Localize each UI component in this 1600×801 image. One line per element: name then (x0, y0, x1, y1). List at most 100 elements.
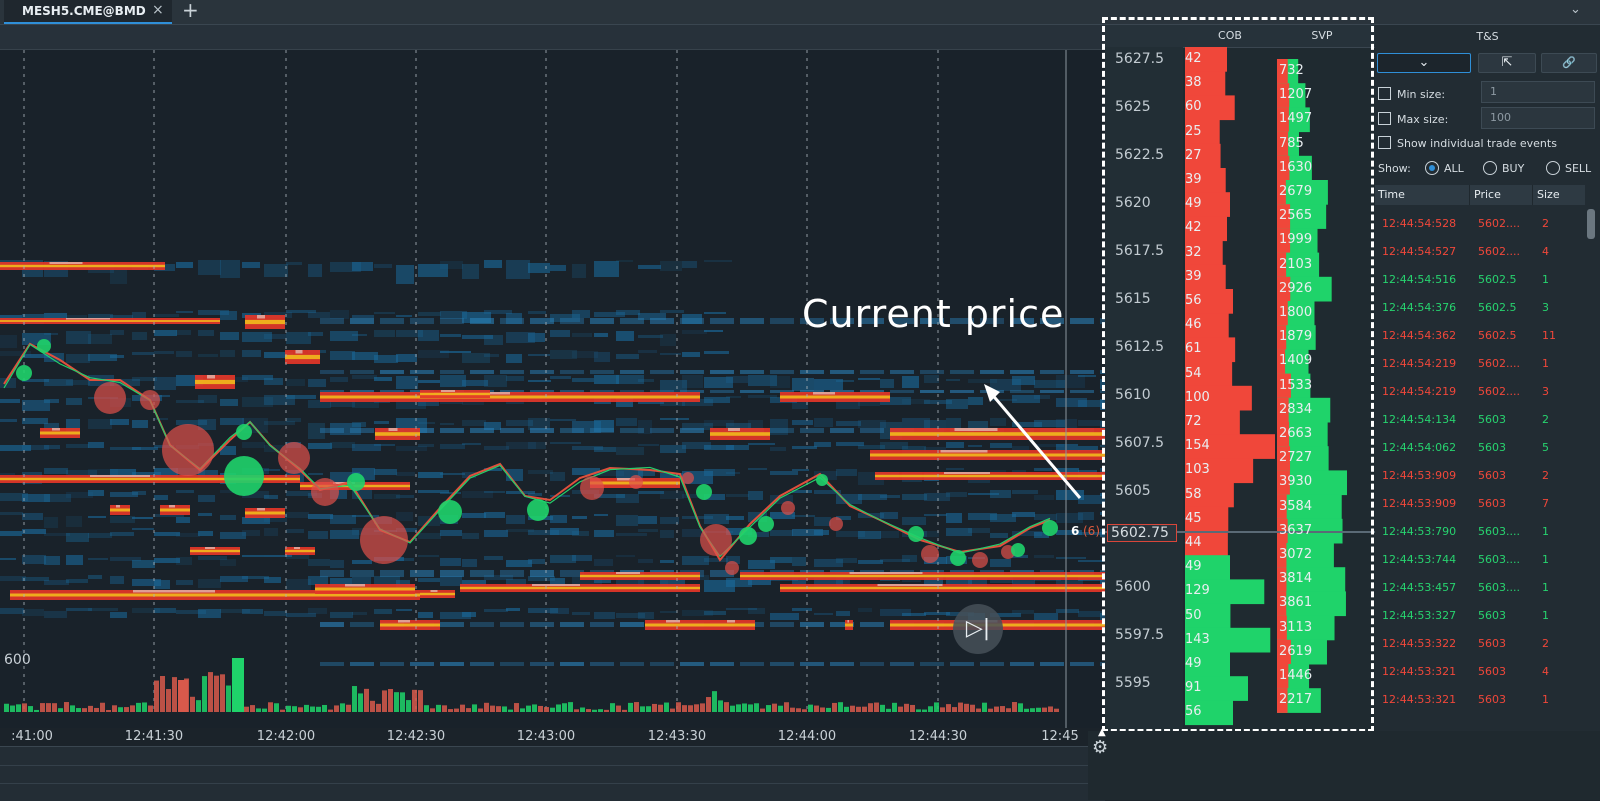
min-size-input[interactable]: 1 (1481, 81, 1595, 103)
svp-sell-bar (1277, 252, 1287, 278)
price-level-label[interactable]: 5597.5 (1115, 627, 1164, 643)
ts-row[interactable]: 12:44:53:909 5603 2 (1375, 461, 1585, 489)
col-time-header[interactable]: Time (1378, 188, 1405, 201)
x-tick-label: 12:43:30 (647, 729, 707, 744)
cob-bar (1185, 603, 1231, 629)
col-price-header[interactable]: Price (1474, 188, 1501, 201)
ts-row[interactable]: 12:44:54:134 5603 2 (1375, 405, 1585, 433)
cob-bar (1185, 240, 1223, 266)
price-level-label[interactable]: 5610 (1115, 387, 1151, 403)
add-tab-icon[interactable]: + (182, 0, 199, 22)
ts-row[interactable]: 12:44:53:744 5603.... 1 (1375, 545, 1585, 573)
ts-dropdown[interactable]: ⌄ (1377, 53, 1471, 73)
cob-header: COB (1218, 29, 1242, 42)
trade-bubble (278, 442, 310, 474)
ts-row[interactable]: 12:44:53:909 5603 7 (1375, 489, 1585, 517)
gear-icon[interactable]: ⚙ (1092, 737, 1109, 758)
x-tick-label: 12:42:30 (386, 729, 446, 744)
svp-value: 1533 (1279, 377, 1313, 393)
ts-row[interactable]: 12:44:53:322 5603 2 (1375, 629, 1585, 657)
ts-row[interactable]: 12:44:54:219 5602.... 3 (1375, 377, 1585, 405)
trade-bubble (696, 484, 712, 500)
lower-indicator-pane (0, 746, 1105, 801)
ts-cell-size: 1 (1542, 693, 1549, 706)
radio-sell[interactable] (1546, 161, 1560, 175)
cob-bar (1185, 434, 1275, 459)
svp-value: 1497 (1279, 111, 1313, 127)
cob-bar (1185, 700, 1233, 726)
trade-bubble (921, 545, 939, 563)
tab-label: MESH5.CME@BMD (22, 4, 146, 18)
price-column[interactable] (1105, 47, 1183, 731)
heatmap-chart[interactable] (0, 50, 1105, 728)
individual-trades-checkbox[interactable] (1378, 136, 1391, 149)
price-level-label[interactable]: 5625 (1115, 99, 1151, 115)
trade-bubble (816, 474, 828, 486)
cob-value: 49 (1185, 559, 1202, 575)
ts-cell-size: 3 (1542, 385, 1549, 398)
price-level-label[interactable]: 5617.5 (1115, 243, 1164, 259)
min-size-checkbox[interactable] (1378, 87, 1391, 100)
volume-scale-label: 600 (4, 652, 31, 668)
trade-bubble (725, 561, 739, 575)
radio-all[interactable] (1425, 161, 1439, 175)
export-icon: ⇱ (1501, 55, 1513, 70)
ts-row[interactable]: 12:44:54:062 5603 5 (1375, 433, 1585, 461)
svp-bar (1277, 494, 1342, 520)
price-level-label[interactable]: 5605 (1115, 483, 1151, 499)
price-level-label[interactable]: 5595 (1115, 675, 1151, 691)
ts-cell-price: 5603 (1478, 609, 1506, 622)
ts-row[interactable]: 12:44:54:376 5602.5 3 (1375, 293, 1585, 321)
price-level-label[interactable]: 5620 (1115, 195, 1151, 211)
trade-bubble (347, 473, 365, 491)
ts-row[interactable]: 12:44:53:321 5603 1 (1375, 685, 1585, 713)
svp-value: 2619 (1279, 643, 1313, 659)
ts-row[interactable]: 12:44:54:527 5602.... 4 (1375, 237, 1585, 265)
ts-cell-price: 5602.5 (1478, 273, 1517, 286)
ts-row[interactable]: 12:44:53:327 5603 1 (1375, 601, 1585, 629)
last-trade-size: 6 (1071, 524, 1080, 538)
cob-bar (1185, 216, 1227, 242)
svp-sell-bar (1277, 204, 1291, 229)
svp-sell-bar (1277, 301, 1288, 326)
ts-link-button[interactable]: 🔗 (1541, 53, 1597, 73)
price-level-label[interactable]: 5612.5 (1115, 339, 1164, 355)
ts-cell-time: 12:44:53:744 (1382, 553, 1457, 566)
ts-row[interactable]: 12:44:53:321 5603 4 (1375, 657, 1585, 685)
price-level-label[interactable]: 5627.5 (1115, 51, 1164, 67)
ts-row[interactable]: 12:44:54:219 5602.... 1 (1375, 349, 1585, 377)
tab-mesh5[interactable]: MESH5.CME@BMD × (4, 0, 172, 24)
trade-bubble (580, 476, 604, 500)
ladder-profiles (1185, 47, 1347, 726)
col-size-header[interactable]: Size (1537, 188, 1560, 201)
cob-value: 61 (1185, 341, 1202, 357)
radio-buy[interactable] (1483, 161, 1497, 175)
price-level-label[interactable]: 5615 (1115, 291, 1151, 307)
close-icon[interactable]: × (152, 2, 164, 18)
ts-cell-price: 5602.... (1478, 245, 1520, 258)
price-level-label[interactable]: 5607.5 (1115, 435, 1164, 451)
ts-export-button[interactable]: ⇱ (1478, 53, 1536, 73)
price-level-label[interactable]: 5600 (1115, 579, 1151, 595)
trade-bubble (224, 456, 264, 496)
cob-bar (1185, 458, 1254, 484)
ts-row[interactable]: 12:44:53:790 5603.... 1 (1375, 517, 1585, 545)
max-size-checkbox[interactable] (1378, 112, 1391, 125)
cob-value: 154 (1185, 438, 1210, 454)
ts-row[interactable]: 12:44:54:528 5602.... 2 (1375, 209, 1585, 237)
ts-cell-size: 1 (1542, 581, 1549, 594)
ts-cell-time: 12:44:54:134 (1382, 413, 1457, 426)
price-level-label[interactable]: 5622.5 (1115, 147, 1164, 163)
ts-row[interactable]: 12:44:54:362 5602.5 11 (1375, 321, 1585, 349)
ts-cell-price: 5602.5 (1478, 329, 1517, 342)
ts-cell-size: 11 (1542, 329, 1556, 342)
play-step-button[interactable]: ▷| (953, 604, 1003, 654)
chevron-down-icon[interactable]: ⌄ (1570, 2, 1581, 17)
ts-scrollbar[interactable] (1587, 209, 1595, 239)
ts-row[interactable]: 12:44:53:457 5603.... 1 (1375, 573, 1585, 601)
cob-bar (1185, 676, 1248, 701)
ts-row[interactable]: 12:44:54:516 5602.5 1 (1375, 265, 1585, 293)
current-price-box (1107, 524, 1177, 542)
max-size-input[interactable]: 100 (1481, 107, 1595, 129)
trade-bubble (140, 390, 160, 410)
